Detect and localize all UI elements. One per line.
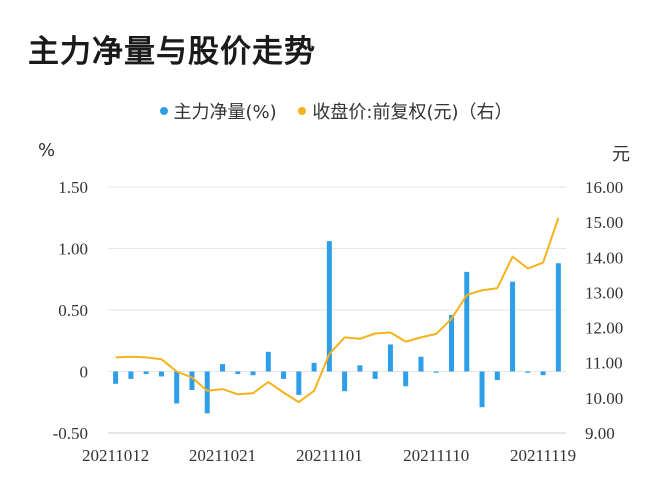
bar — [158, 371, 164, 377]
right-axis-unit: 元 — [612, 144, 630, 165]
left-tick-label: 1.50 — [58, 178, 88, 197]
left-tick-label: -0.50 — [53, 424, 88, 443]
bar — [372, 371, 378, 379]
legend-label-close-price: 收盘价:前复权(元)（右） — [312, 102, 513, 123]
bar — [510, 281, 516, 372]
bar — [525, 371, 531, 373]
bar — [464, 271, 470, 372]
x-tick-label: 20211119 — [510, 446, 576, 465]
bar — [418, 356, 424, 372]
right-tick-label: 12.00 — [585, 319, 623, 338]
bar — [265, 351, 271, 372]
left-axis-unit: % — [38, 140, 56, 161]
bar — [220, 364, 225, 372]
legend-label-net-volume: 主力净量(%) — [173, 102, 277, 123]
bar — [326, 241, 332, 372]
bar — [494, 371, 500, 381]
x-tick-label: 20211110 — [403, 446, 469, 465]
bar — [281, 371, 287, 379]
legend: 主力净量(%) 收盘价:前复权(元)（右） — [0, 98, 672, 124]
left-tick-label: 0.50 — [58, 301, 88, 320]
bar — [479, 371, 485, 408]
bar — [113, 371, 119, 384]
legend-item-close-price[interactable]: 收盘价:前复权(元)（右） — [298, 98, 513, 124]
left-tick-label: 1.00 — [58, 240, 88, 259]
right-tick-label: 16.00 — [585, 178, 623, 197]
right-tick-label: 13.00 — [585, 283, 623, 302]
chart-title: 主力净量与股价走势 — [28, 34, 316, 70]
bar — [449, 314, 454, 372]
bar — [189, 371, 195, 390]
bar — [433, 371, 439, 373]
price-line — [115, 217, 560, 404]
legend-dot-net-volume — [159, 107, 168, 115]
legend-item-net-volume[interactable]: 主力净量(%) — [159, 98, 277, 124]
bar — [342, 371, 348, 392]
bar — [540, 371, 546, 376]
left-tick-label: 0 — [80, 363, 89, 382]
x-tick-label: 20211101 — [296, 446, 363, 465]
legend-dot-close-price — [298, 107, 307, 115]
right-tick-label: 10.00 — [585, 389, 623, 408]
bar — [235, 371, 241, 374]
bar — [403, 371, 409, 387]
right-tick-label: 9.00 — [585, 424, 615, 443]
right-tick-label: 14.00 — [585, 248, 623, 267]
bar — [357, 365, 363, 372]
x-tick-label: 20211012 — [82, 446, 149, 465]
bar — [250, 371, 256, 376]
bar — [387, 344, 393, 372]
bar — [143, 371, 149, 374]
bar — [311, 362, 317, 372]
bar — [555, 263, 561, 372]
bar — [296, 371, 302, 395]
bar — [174, 371, 180, 404]
bar — [204, 371, 210, 414]
bar — [128, 371, 134, 379]
right-tick-label: 15.00 — [585, 213, 623, 232]
right-tick-label: 11.00 — [585, 354, 623, 373]
x-tick-label: 20211021 — [189, 446, 256, 465]
